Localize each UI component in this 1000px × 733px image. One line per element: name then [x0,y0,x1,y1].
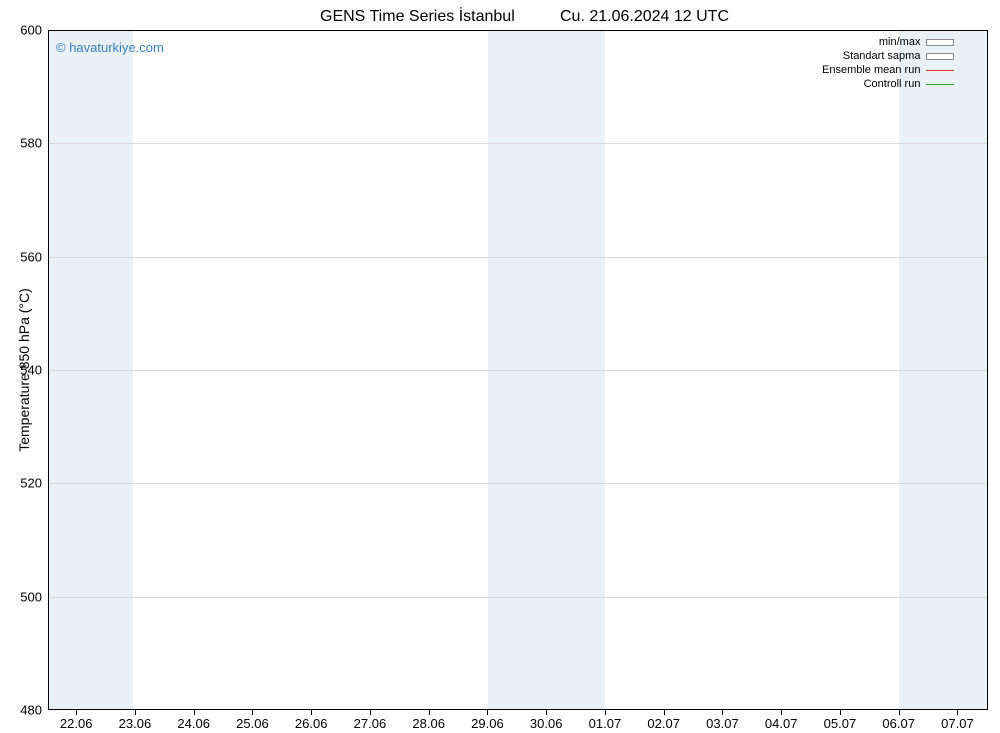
x-tick-label: 28.06 [412,716,445,731]
x-tick-label: 27.06 [354,716,387,731]
axis-border-right [987,30,988,710]
x-tick-label: 01.07 [589,716,622,731]
x-tick-mark [781,710,782,715]
legend-entry: Controll run [822,77,954,91]
legend-label: min/max [879,36,921,48]
legend-label: Ensemble mean run [822,64,920,76]
legend-entry: min/max [822,35,954,49]
x-tick-label: 03.07 [706,716,739,731]
x-tick-mark [76,710,77,715]
chart-container: GENS Time Series İstanbul Cu. 21.06.2024… [0,0,1000,733]
x-tick-label: 25.06 [236,716,269,731]
x-tick-mark [605,710,606,715]
x-tick-label: 26.06 [295,716,328,731]
x-tick-label: 02.07 [647,716,680,731]
grid-line [48,597,988,598]
x-tick-label: 07.07 [941,716,974,731]
x-tick-mark [252,710,253,715]
legend-label: Controll run [864,78,921,90]
x-tick-label: 06.07 [882,716,915,731]
x-tick-label: 24.06 [177,716,210,731]
x-tick-mark [135,710,136,715]
watermark: © havaturkiye.com [56,40,164,55]
x-tick-mark [311,710,312,715]
y-tick-label: 580 [10,136,42,151]
y-axis-label: Temperature 850 hPa (°C) [16,288,32,452]
y-tick-label: 500 [10,589,42,604]
axis-border-left [48,30,49,710]
y-tick-label: 520 [10,476,42,491]
legend-entry: Ensemble mean run [822,63,954,77]
grid-line [48,257,988,258]
x-tick-mark [899,710,900,715]
legend-swatch [926,53,954,60]
legend-label: Standart sapma [843,50,921,62]
x-tick-mark [370,710,371,715]
grid-line [48,483,988,484]
x-tick-label: 05.07 [824,716,857,731]
legend-entry: Standart sapma [822,49,954,63]
x-tick-mark [487,710,488,715]
axis-border-bottom [48,709,988,710]
x-tick-label: 22.06 [60,716,93,731]
axis-border-top [48,30,988,31]
grid-line [48,370,988,371]
x-tick-mark [664,710,665,715]
legend-swatch [926,70,954,71]
x-tick-mark [722,710,723,715]
plot-area [48,30,988,710]
x-tick-mark [546,710,547,715]
y-tick-label: 600 [10,23,42,38]
x-tick-label: 23.06 [119,716,152,731]
x-tick-label: 29.06 [471,716,504,731]
legend-swatch [926,84,954,85]
x-tick-mark [429,710,430,715]
legend: min/max Standart sapma Ensemble mean run Co… [822,35,954,91]
legend-swatch [926,39,954,46]
x-tick-mark [194,710,195,715]
x-tick-mark [957,710,958,715]
x-tick-label: 04.07 [765,716,798,731]
grid-line [48,143,988,144]
x-tick-mark [840,710,841,715]
y-tick-label: 480 [10,703,42,718]
y-tick-label: 560 [10,249,42,264]
chart-title-left: GENS Time Series İstanbul [320,8,515,26]
chart-title-right: Cu. 21.06.2024 12 UTC [560,8,729,26]
x-tick-label: 30.06 [530,716,563,731]
